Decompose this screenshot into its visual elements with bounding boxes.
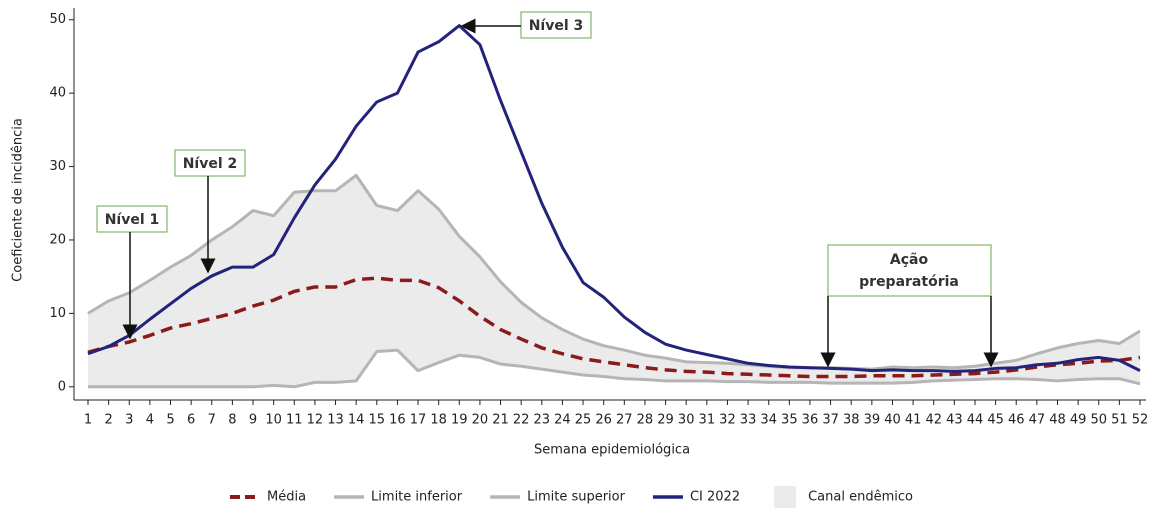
annotation: Ação bbox=[890, 252, 929, 268]
legend-label: Limite inferior bbox=[371, 490, 463, 505]
x-tick-label: 34 bbox=[760, 413, 777, 428]
x-tick-label: 37 bbox=[822, 413, 839, 428]
y-tick-label: 50 bbox=[49, 12, 66, 27]
x-tick-label: 51 bbox=[1111, 413, 1128, 428]
x-tick-label: 22 bbox=[513, 413, 530, 428]
x-tick-label: 40 bbox=[884, 413, 901, 428]
x-tick-label: 4 bbox=[146, 413, 154, 428]
x-tick-label: 8 bbox=[228, 413, 236, 428]
y-tick-label: 30 bbox=[49, 159, 66, 174]
endemic-band bbox=[88, 175, 1140, 387]
legend-label: Canal endêmico bbox=[808, 490, 913, 505]
x-tick-label: 47 bbox=[1029, 413, 1046, 428]
x-tick-label: 35 bbox=[781, 413, 798, 428]
legend-label: Limite superior bbox=[527, 490, 626, 505]
x-tick-label: 24 bbox=[554, 413, 571, 428]
y-axis-label: Coeficiente de incidência bbox=[11, 118, 26, 282]
x-tick-label: 28 bbox=[637, 413, 654, 428]
x-tick-label: 30 bbox=[678, 413, 695, 428]
x-tick-label: 45 bbox=[987, 413, 1004, 428]
x-tick-label: 9 bbox=[249, 413, 257, 428]
x-tick-label: 12 bbox=[307, 413, 324, 428]
x-tick-label: 21 bbox=[492, 413, 509, 428]
x-tick-label: 31 bbox=[699, 413, 716, 428]
legend-label: Média bbox=[267, 490, 306, 505]
x-tick-label: 10 bbox=[265, 413, 282, 428]
x-tick-label: 1 bbox=[84, 413, 92, 428]
x-tick-label: 11 bbox=[286, 413, 303, 428]
x-tick-label: 17 bbox=[410, 413, 427, 428]
x-axis-label: Semana epidemiológica bbox=[534, 443, 690, 458]
x-tick-label: 41 bbox=[905, 413, 922, 428]
series-line bbox=[87, 173, 1141, 371]
x-tick-label: 27 bbox=[616, 413, 633, 428]
x-tick-label: 39 bbox=[864, 413, 881, 428]
x-tick-label: 2 bbox=[104, 413, 112, 428]
annotation: preparatória bbox=[859, 274, 959, 290]
annotation-box bbox=[827, 244, 992, 297]
series-line bbox=[87, 24, 1141, 373]
annotation: Nível 2 bbox=[183, 156, 238, 172]
x-tick-label: 43 bbox=[946, 413, 963, 428]
x-tick-label: 20 bbox=[472, 413, 489, 428]
x-tick-label: 50 bbox=[1090, 413, 1107, 428]
y-tick-label: 0 bbox=[58, 379, 66, 394]
x-tick-label: 29 bbox=[657, 413, 674, 428]
x-tick-label: 32 bbox=[719, 413, 736, 428]
x-tick-label: 16 bbox=[389, 413, 406, 428]
series-line bbox=[87, 276, 1141, 379]
x-tick-label: 36 bbox=[802, 413, 819, 428]
annotation: Nível 3 bbox=[529, 18, 584, 34]
annotation-box bbox=[520, 11, 592, 39]
x-tick-label: 38 bbox=[843, 413, 860, 428]
x-tick-label: 23 bbox=[534, 413, 551, 428]
x-tick-label: 5 bbox=[166, 413, 174, 428]
legend-label: CI 2022 bbox=[690, 490, 740, 505]
x-tick-label: 25 bbox=[575, 413, 592, 428]
y-tick-label: 40 bbox=[49, 86, 66, 101]
annotation: Nível 1 bbox=[105, 212, 160, 228]
legend-swatch bbox=[774, 486, 797, 508]
y-tick-label: 20 bbox=[49, 232, 66, 247]
annotation-box bbox=[174, 149, 246, 177]
x-tick-label: 6 bbox=[187, 413, 195, 428]
x-tick-label: 46 bbox=[1008, 413, 1025, 428]
y-tick-label: 10 bbox=[49, 306, 66, 321]
x-tick-label: 18 bbox=[430, 413, 447, 428]
x-tick-label: 49 bbox=[1070, 413, 1087, 428]
x-tick-label: 3 bbox=[125, 413, 133, 428]
x-tick-label: 15 bbox=[369, 413, 386, 428]
x-tick-label: 42 bbox=[925, 413, 942, 428]
x-tick-label: 19 bbox=[451, 413, 468, 428]
x-tick-label: 48 bbox=[1049, 413, 1066, 428]
x-tick-label: 13 bbox=[327, 413, 344, 428]
x-tick-label: 26 bbox=[595, 413, 612, 428]
x-tick-label: 44 bbox=[967, 413, 984, 428]
x-tick-label: 14 bbox=[348, 413, 365, 428]
x-tick-label: 52 bbox=[1132, 413, 1149, 428]
annotation-box bbox=[96, 205, 168, 233]
x-tick-label: 7 bbox=[208, 413, 216, 428]
series-line bbox=[88, 348, 1141, 389]
x-tick-label: 33 bbox=[740, 413, 757, 428]
